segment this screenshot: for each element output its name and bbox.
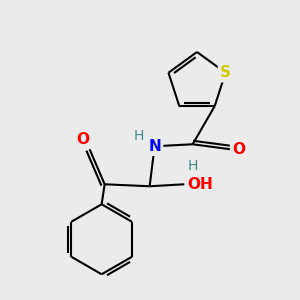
Text: S: S bbox=[220, 65, 231, 80]
Text: H: H bbox=[188, 159, 198, 173]
Text: O: O bbox=[232, 142, 245, 157]
Text: H: H bbox=[134, 129, 144, 143]
Text: N: N bbox=[148, 139, 161, 154]
Text: OH: OH bbox=[187, 177, 212, 192]
Text: O: O bbox=[76, 132, 89, 147]
